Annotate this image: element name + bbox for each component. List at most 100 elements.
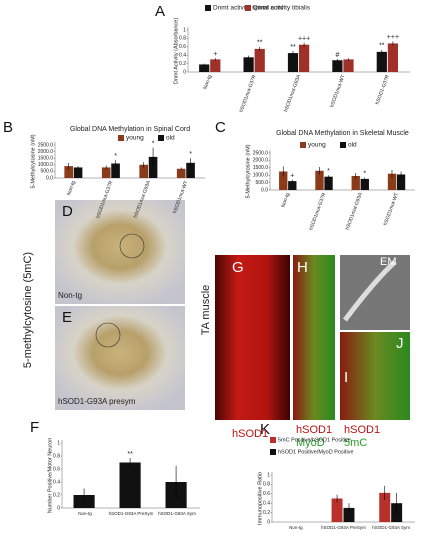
bar [64,166,73,178]
image-caption: 5mC [344,437,367,449]
bar [139,164,148,178]
y-tick-label: 0.8 [53,453,60,459]
y-tick-label: 0 [267,519,270,525]
x-tick-label: hSOD1-G93A PreSym [109,511,154,516]
y-tick-label: 1000.0 [38,162,54,168]
annotation: +++ [387,34,399,41]
legend-swatch [205,5,211,11]
bar [387,173,397,190]
bar [111,163,120,178]
y-axis-label: Immunopositive Ratio [257,472,263,525]
chart-title: Global DNA Methylation in Skeletal Muscl… [276,130,409,137]
panel-letter: A [155,3,165,20]
bar [387,43,399,72]
panel-letter: H [297,259,308,276]
y-tick-label: 2000.0 [38,149,54,155]
annotation: ** [127,451,133,458]
x-tick-label: hSOD1mut-G37R [239,74,258,113]
legend-swatch [300,142,306,148]
image-caption: hSOD1-G93A presym [58,397,136,406]
panel-letter: F [30,419,39,436]
bar [101,167,111,178]
legend-label: Dnmt activity tibialis [253,5,311,12]
bar [288,181,297,190]
x-tick-label: Non-tg [66,180,77,196]
panel-letter: I [344,369,348,386]
y-tick-label: 1500.0 [253,165,269,171]
bar [351,175,360,190]
x-tick-label: hSOD1-G93A Sym [372,525,410,530]
y-tick-label: 0.0 [261,187,268,193]
nucleus-outline [119,233,145,259]
x-tick-label: Non-tg [289,525,303,530]
bar [148,156,158,178]
annotation: ** [257,40,263,47]
bar [73,167,83,178]
annotation: # [335,52,339,59]
annotation: * [327,168,330,175]
image-caption: hSOD1 [232,428,268,440]
annotation: ** [290,44,296,51]
image-i [340,332,410,420]
legend-swatch [340,142,346,148]
bar [331,498,343,522]
legend-swatch [245,5,251,11]
annotation: * [363,170,366,177]
y-tick-label: 0 [183,69,186,75]
y-tick-label: 2500.0 [253,150,269,156]
legend-swatch [118,135,124,141]
legend-swatch [158,135,164,141]
image-caption: EM [380,256,397,268]
annotation: + [213,51,217,58]
bar [376,51,387,72]
bar [332,60,343,72]
image-caption: Non-tg [58,291,82,300]
bar [279,171,288,190]
x-tick-label: hSOD1-G37R [375,74,391,106]
x-tick-label: hSOD1-G93A PreSym [321,525,366,530]
panel-letter: E [62,309,72,326]
bar [315,170,324,190]
annotation: * [189,151,192,158]
y-tick-label: 0 [57,505,60,511]
y-tick-label: 0.4 [179,53,186,59]
bar [396,174,406,190]
x-tick-label: hSOD1mut-G93A [345,191,364,230]
bar [243,57,254,72]
annotation: + [290,172,294,179]
image-e [55,306,185,410]
y-tick-label: 1500.0 [38,156,54,162]
y-tick-label: 1 [57,440,60,446]
y-tick-label: 1000.0 [253,173,269,179]
x-tick-label: hSOD1mut-G93A [283,73,302,112]
y-tick-label: 0.8 [263,482,270,488]
x-tick-label: hSOD1mut-WT [383,192,400,226]
bar [299,44,310,72]
image-axis-label: TA muscle [200,285,212,336]
bar [324,176,333,190]
y-axis-label: Number Positive/Motor Neuron [47,438,53,514]
y-tick-label: 0.2 [263,510,270,516]
y-tick-label: 0.0 [46,175,53,181]
y-axis-label: 5-Methylcytosine (nM) [245,144,251,198]
em-structure [343,260,397,322]
bar [343,507,355,522]
panel-letter: J [396,335,404,352]
bar [343,59,354,72]
panel-letter: B [3,119,13,136]
legend-label: old [348,142,357,149]
panel-letter: D [62,203,73,220]
bar [379,492,391,522]
y-tick-label: 2000.0 [253,158,269,164]
bar [210,59,221,72]
image-caption: hSOD1 [296,424,332,436]
y-tick-label: 500.0 [40,169,53,175]
y-axis-label: Dnmt Activity (Absorbance) [173,18,179,84]
legend-swatch [270,437,276,443]
bar [254,48,265,72]
image-caption: MyoD [296,437,325,449]
annotation: * [152,140,155,147]
y-tick-label: 0.6 [179,44,186,50]
x-tick-label: Non-tg [78,511,92,516]
legend-label: young [308,142,326,149]
